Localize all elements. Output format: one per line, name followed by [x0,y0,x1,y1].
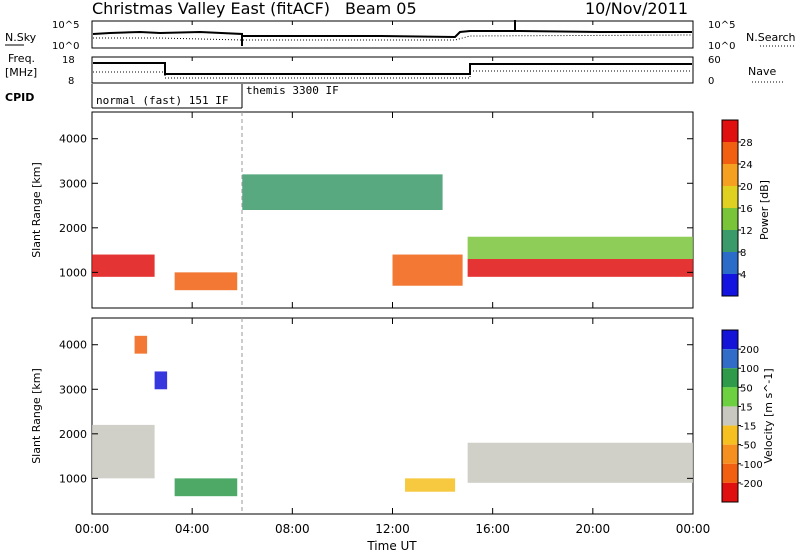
power-panel: 1000 2000 3000 4000 Slant Range [km] 28 24 20… [30,111,771,309]
nsearch-trace [93,34,693,41]
xtick-label-0: 00:00 [75,522,110,536]
nsearch-label: N.Search [746,31,796,44]
xtick-label-3: 12:00 [375,522,410,536]
nsearch-tick-top: 10^5 [708,20,735,31]
power-feature-2 [242,174,443,210]
power-ylabel: Slant Range [km] [30,162,43,258]
x-axis-label: Time UT [366,539,417,553]
power-colorbar-segment-2 [722,164,738,186]
power-colorbar-label-1: 24 [740,160,753,171]
velocity-ytick-label-1: 2000 [59,428,87,441]
power-colorbar-label-6: 4 [740,270,746,281]
velocity-feature-3 [405,478,456,492]
cpid-panel: CPID normal (fast) 151 IF themis 3300 IF [5,84,339,109]
nsky-label: N.Sky [5,31,37,44]
velocity-colorbar-segment-1 [722,349,738,369]
xtick-label-2: 08:00 [275,522,310,536]
power-ytick-label-2: 3000 [59,177,87,190]
power-colorbar-label-0: 28 [740,138,753,149]
beam-label: Beam 05 [345,0,417,18]
xtick-label-4: 16:00 [475,522,510,536]
velocity-feature-1 [92,424,155,479]
nsky-tick-bottom: 10^0 [52,41,79,52]
velocity-colorbar-frame [721,329,739,503]
velocity-feature-0 [174,478,238,497]
velocity-colorbar-label-2: 50 [740,383,753,394]
power-feature-3 [392,254,463,286]
nave-trace [93,70,692,79]
nsky-trace [92,30,692,39]
freq-tick-top: 18 [62,55,75,66]
power-colorbar-segment-1 [722,142,738,164]
cpid-label: CPID [5,91,34,104]
freq-trace [93,62,692,75]
velocity-feature-4 [154,371,168,390]
velocity-colorbar-segment-5 [722,425,738,445]
power-colorbar-label-2: 20 [740,182,753,193]
velocity-colorbar-segment-6 [722,444,738,464]
power-ytick-label-1: 2000 [59,222,87,235]
velocity-ylabel: Slant Range [km] [30,368,43,464]
power-colorbar-label-5: 8 [740,248,746,259]
velocity-colorbar-segment-4 [722,406,738,426]
velocity-colorbar-segment-3 [722,387,738,407]
velocity-colorbar-label-6: -100 [740,460,763,471]
velocity-colorbar-label-0: 200 [740,345,759,356]
power-colorbar-segment-7 [722,274,738,296]
nsearch-tick-bottom: 10^0 [708,41,735,52]
power-colorbar-segment-3 [722,186,738,208]
velocity-ytick-label-0: 1000 [59,472,87,485]
velocity-colorbar-label-3: 15 [740,402,753,413]
xtick-label-6: 00:00 [676,522,711,536]
nsky-panel: N.Sky 10^5 10^0 10^5 10^0 N.Search [5,20,796,52]
velocity-panel: 1000 2000 3000 4000 Slant Range [km] 200 100… [30,317,775,515]
freq-tick-bottom: 8 [68,76,74,87]
velocity-feature-2 [467,442,693,483]
power-ytick-label-3: 4000 [59,133,87,146]
power-colorbar-label-3: 16 [740,204,753,215]
velocity-colorbar-segment-7 [722,463,738,483]
velocity-ytick-label-2: 3000 [59,383,87,396]
velocity-ytick-label-3: 4000 [59,339,87,352]
power-feature-1 [174,272,238,291]
power-feature-0 [92,254,155,277]
velocity-colorbar-segment-8 [722,482,738,502]
nave-label: Nave [748,65,776,78]
velocity-colorbar-label: Velocity [m s^-1] [762,368,775,463]
power-colorbar-label-4: 12 [740,226,753,237]
power-colorbar-segment-0 [722,120,738,142]
freq-label: Freq. [8,52,35,65]
power-ytick-label-0: 1000 [59,266,87,279]
station-title: Christmas Valley East (fitACF) [92,0,330,18]
velocity-feature-5 [134,335,148,354]
power-colorbar-segment-6 [722,252,738,274]
power-feature-4 [467,259,693,277]
power-colorbar-segment-4 [722,208,738,230]
velocity-colorbar-label-5: -50 [740,441,756,452]
freq-panel: Freq. [MHz] 18 8 60 0 Nave [5,52,784,87]
velocity-colorbar-segment-0 [722,330,738,350]
power-feature-5 [467,236,693,259]
velocity-colorbar-segment-2 [722,368,738,388]
xtick-label-1: 04:00 [175,522,210,536]
velocity-colorbar-label-4: -15 [740,422,756,433]
xtick-label-5: 20:00 [576,522,611,536]
nave-tick-bottom: 0 [708,76,714,87]
cpid-segment-1: normal (fast) 151 IF [96,94,228,107]
cpid-segment-2: themis 3300 IF [246,84,339,97]
power-colorbar-label: Power [dB] [758,180,771,240]
velocity-colorbar-label-7: -200 [740,479,763,490]
date-label: 10/Nov/2011 [585,0,688,18]
power-colorbar-segment-5 [722,230,738,252]
nave-tick-top: 60 [708,55,721,66]
nsky-tick-top: 10^5 [52,20,79,31]
velocity-colorbar-label-1: 100 [740,364,759,375]
freq-unit: [MHz] [5,66,37,79]
